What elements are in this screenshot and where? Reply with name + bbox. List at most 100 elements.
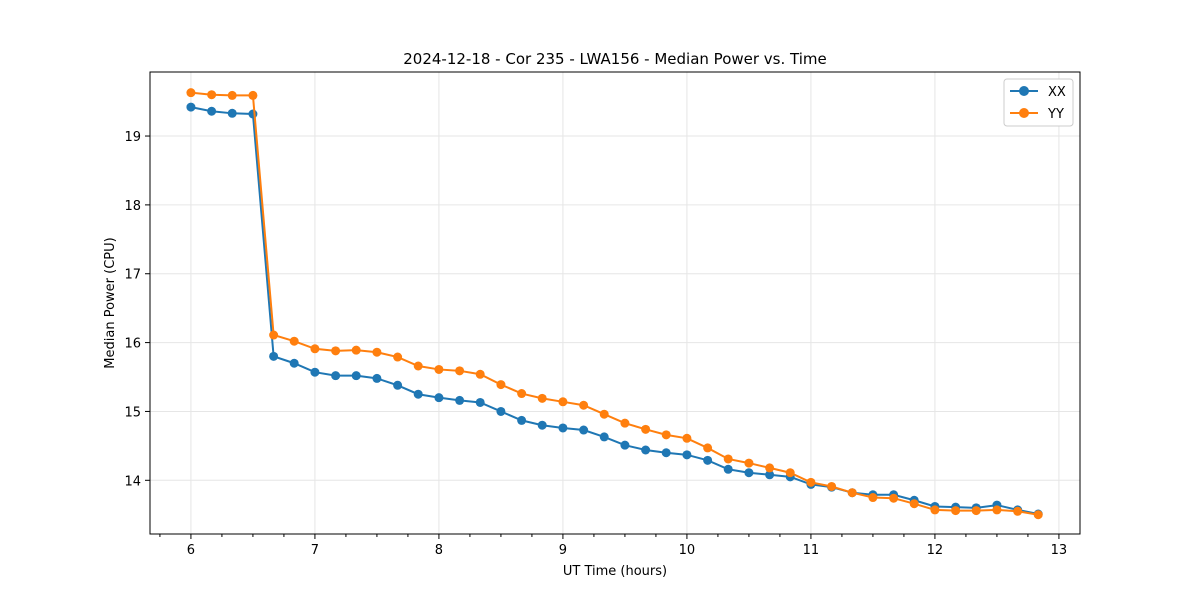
- data-point-yy: [827, 481, 837, 491]
- data-point-yy: [930, 505, 940, 515]
- data-point-xx: [641, 445, 651, 455]
- data-point-yy: [785, 468, 795, 478]
- data-point-yy: [703, 443, 713, 453]
- data-point-yy: [455, 366, 465, 376]
- data-point-yy: [992, 505, 1002, 515]
- legend-marker-xx: [1019, 86, 1029, 96]
- y-axis-ticks: 14 15 16 17 18 19: [124, 130, 150, 489]
- data-point-yy: [909, 499, 919, 509]
- x-tick-label: 11: [803, 543, 820, 558]
- data-point-xx: [331, 371, 341, 381]
- data-point-yy: [269, 330, 279, 340]
- data-point-yy: [207, 90, 217, 100]
- data-point-yy: [847, 488, 857, 498]
- data-point-yy: [186, 88, 196, 98]
- data-point-xx: [393, 380, 403, 390]
- data-point-yy: [868, 493, 878, 503]
- y-tick-label: 19: [124, 130, 141, 145]
- data-point-yy: [971, 506, 981, 516]
- data-point-yy: [331, 346, 341, 356]
- y-tick-label: 17: [124, 268, 141, 283]
- data-point-xx: [682, 450, 692, 460]
- data-point-yy: [744, 458, 754, 468]
- x-tick-label: 13: [1051, 543, 1068, 558]
- y-tick-label: 14: [124, 474, 141, 489]
- data-point-xx: [661, 448, 671, 458]
- y-tick-label: 16: [124, 337, 141, 352]
- data-point-yy: [248, 90, 258, 100]
- x-tick-label: 12: [927, 543, 944, 558]
- data-point-yy: [434, 364, 444, 374]
- data-point-xx: [744, 468, 754, 478]
- data-point-yy: [641, 424, 651, 434]
- data-point-xx: [413, 389, 423, 399]
- x-tick-label: 8: [435, 543, 443, 558]
- data-point-yy: [310, 344, 320, 354]
- data-point-xx: [207, 106, 217, 116]
- data-point-yy: [537, 393, 547, 403]
- x-tick-label: 10: [679, 543, 696, 558]
- x-tick-label: 7: [311, 543, 319, 558]
- y-tick-label: 15: [124, 405, 141, 420]
- y-axis-label: Median Power (CPU): [103, 237, 118, 368]
- data-point-xx: [703, 455, 713, 465]
- data-point-yy: [599, 409, 609, 419]
- legend-label-yy: YY: [1047, 107, 1064, 122]
- series-layer: [186, 88, 1043, 520]
- data-point-yy: [951, 506, 961, 516]
- data-point-yy: [1013, 506, 1023, 516]
- data-point-yy: [372, 347, 382, 357]
- data-point-xx: [289, 358, 299, 368]
- data-point-xx: [475, 397, 485, 407]
- data-point-xx: [620, 440, 630, 450]
- data-point-yy: [496, 380, 506, 390]
- data-point-xx: [227, 108, 237, 118]
- x-axis-label: UT Time (hours): [563, 564, 667, 579]
- data-point-xx: [310, 367, 320, 377]
- data-point-yy: [1033, 510, 1043, 520]
- data-point-xx: [455, 395, 465, 405]
- legend-marker-yy: [1019, 108, 1029, 118]
- data-point-yy: [723, 454, 733, 464]
- data-point-yy: [289, 336, 299, 346]
- legend: XX YY: [1003, 78, 1074, 127]
- chart-title: 2024-12-18 - Cor 235 - LWA156 - Median P…: [403, 50, 827, 68]
- data-point-yy: [765, 463, 775, 473]
- data-point-xx: [496, 406, 506, 416]
- data-point-xx: [537, 420, 547, 430]
- data-point-xx: [517, 415, 527, 425]
- data-point-xx: [186, 102, 196, 112]
- data-point-xx: [579, 425, 589, 435]
- data-point-xx: [372, 373, 382, 383]
- data-point-xx: [558, 423, 568, 433]
- plot-frame: [149, 71, 1081, 535]
- data-point-yy: [620, 418, 630, 428]
- data-point-yy: [806, 477, 816, 487]
- data-point-yy: [682, 433, 692, 443]
- data-point-xx: [765, 470, 775, 480]
- data-point-xx: [434, 393, 444, 403]
- data-point-xx: [248, 109, 258, 119]
- data-point-xx: [599, 432, 609, 442]
- data-point-yy: [393, 352, 403, 362]
- y-tick-label: 18: [124, 199, 141, 214]
- series-line-yy: [190, 91, 1039, 516]
- series-line-xx: [190, 106, 1039, 516]
- grid: [150, 72, 1080, 534]
- data-point-xx: [351, 371, 361, 381]
- x-tick-label: 6: [187, 543, 195, 558]
- data-point-xx: [269, 351, 279, 361]
- data-point-yy: [227, 90, 237, 100]
- data-point-yy: [517, 389, 527, 399]
- data-point-yy: [558, 397, 568, 407]
- legend-label-xx: XX: [1048, 85, 1066, 100]
- data-point-yy: [413, 361, 423, 371]
- data-point-yy: [351, 345, 361, 355]
- x-tick-label: 9: [559, 543, 567, 558]
- data-point-yy: [889, 493, 899, 503]
- x-axis-ticks: 6 7 8 9 10 11 12 13: [159, 534, 1068, 558]
- data-point-yy: [475, 369, 485, 379]
- data-point-yy: [579, 400, 589, 410]
- data-point-xx: [723, 464, 733, 474]
